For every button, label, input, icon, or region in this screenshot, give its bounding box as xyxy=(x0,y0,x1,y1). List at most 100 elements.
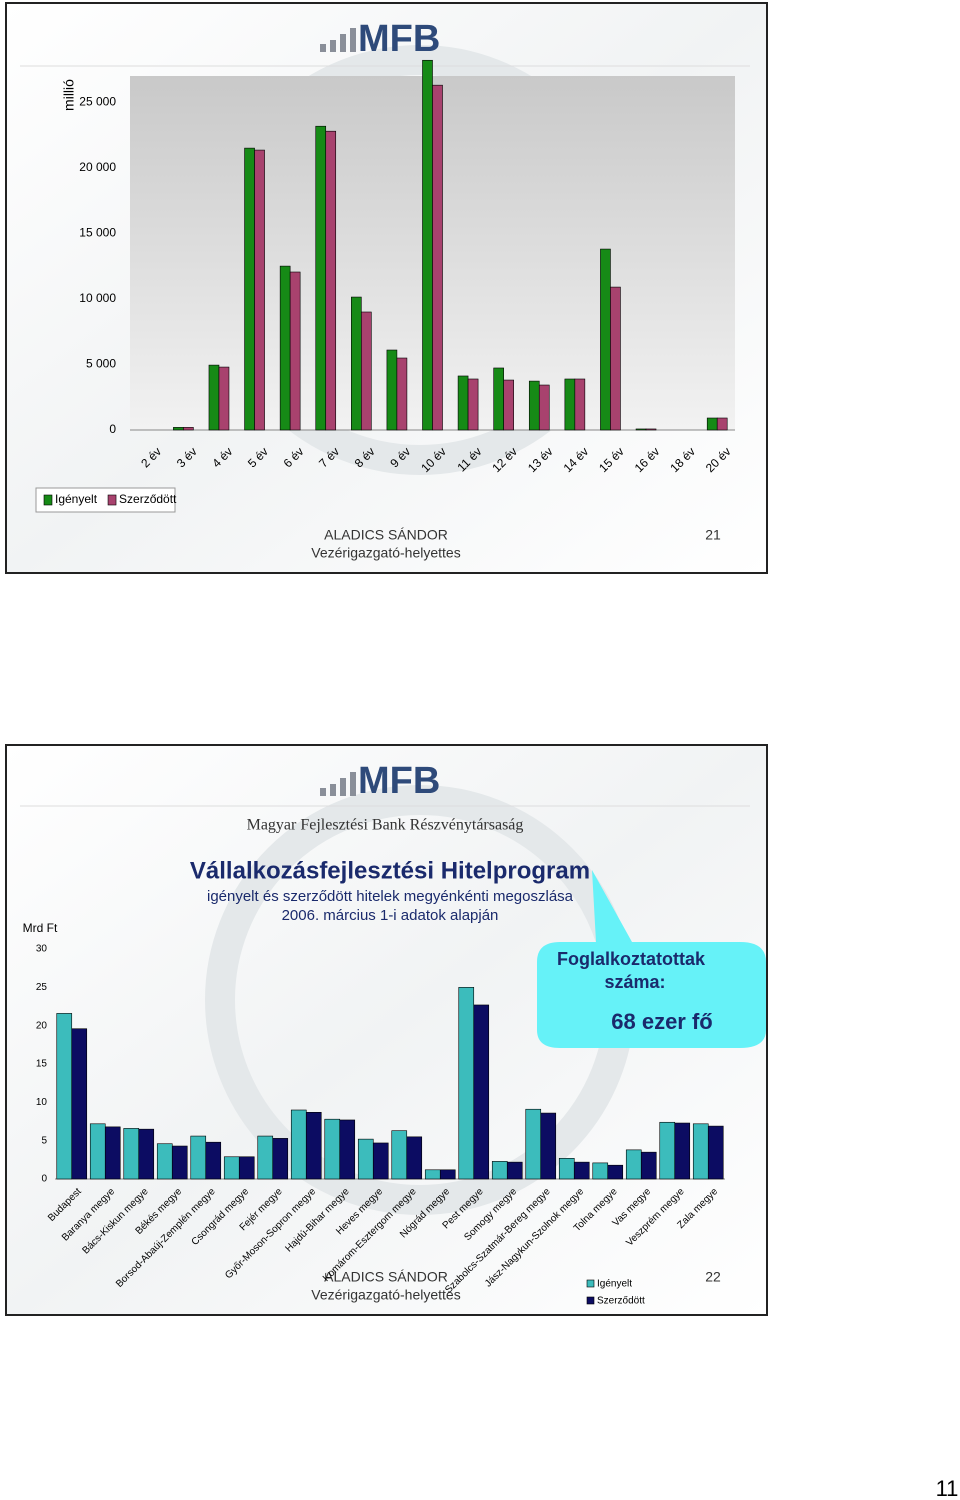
legend-swatch xyxy=(586,1279,595,1288)
y-tick-label: 0 xyxy=(41,1174,47,1185)
bar xyxy=(223,1156,240,1180)
role: Vezérigazgató-helyettes xyxy=(311,545,460,561)
bar xyxy=(573,1161,590,1180)
bar xyxy=(339,1119,356,1180)
bar xyxy=(71,1028,88,1180)
bar xyxy=(564,378,576,431)
y-tick-label: 5 000 xyxy=(86,357,116,371)
bar xyxy=(503,379,514,431)
chart-subtitle: 2006. március 1-i adatok alapján xyxy=(282,907,499,924)
bar xyxy=(635,428,647,431)
bar xyxy=(692,1123,709,1180)
logo-text: MFB xyxy=(358,18,440,60)
bar xyxy=(432,84,443,431)
y-axis-label: Mrd Ft xyxy=(23,921,58,935)
role: Vezérigazgató-helyettes xyxy=(311,1287,460,1303)
presenter: ALADICS SÁNDOR xyxy=(324,527,448,543)
y-tick-label: 20 000 xyxy=(79,160,116,174)
bar xyxy=(386,349,398,431)
bar xyxy=(89,1123,106,1180)
bar xyxy=(491,1161,508,1180)
callout-text: száma: xyxy=(604,972,665,992)
slide-number: 22 xyxy=(705,1269,721,1285)
bar xyxy=(540,1112,557,1180)
bar xyxy=(173,427,184,431)
bar xyxy=(506,1161,523,1180)
bar xyxy=(104,1126,121,1180)
bar xyxy=(205,1141,222,1180)
legend-label: Szerződött xyxy=(597,1296,645,1307)
y-tick-label: 30 xyxy=(36,944,48,955)
y-tick-label: 10 000 xyxy=(79,291,116,305)
bar xyxy=(325,130,337,431)
logo: MFB xyxy=(320,760,440,802)
bar xyxy=(279,265,291,431)
callout-value: 68 ezer fő xyxy=(611,1009,713,1034)
bar xyxy=(457,375,469,431)
bar xyxy=(706,417,718,431)
bar xyxy=(538,384,550,431)
bar xyxy=(528,380,540,431)
bar xyxy=(156,1143,173,1180)
bar xyxy=(138,1128,155,1180)
chart-subtitle: igényelt és szerződött hitelek megyénkén… xyxy=(207,888,574,905)
legend-box xyxy=(35,487,176,513)
bar xyxy=(272,1138,289,1180)
bar xyxy=(473,1004,490,1180)
y-tick-label: 25 000 xyxy=(79,94,116,108)
bar xyxy=(716,417,728,431)
bar xyxy=(257,1135,274,1180)
legend-swatch xyxy=(107,494,117,506)
bar xyxy=(290,1109,307,1180)
bar xyxy=(422,59,433,431)
y-tick-label: 15 xyxy=(36,1059,48,1070)
bar xyxy=(361,311,372,431)
chart-title: Vállalkozásfejlesztési Hitelprogram xyxy=(190,857,590,884)
bar xyxy=(351,296,362,431)
y-tick-label: 5 xyxy=(41,1135,47,1146)
legend-swatch xyxy=(586,1296,595,1305)
bar xyxy=(424,1169,441,1180)
bar xyxy=(171,1145,188,1180)
bar xyxy=(640,1151,657,1180)
bar xyxy=(707,1125,724,1180)
callout: Foglalkoztatottak száma: 68 ezer fő xyxy=(537,870,766,1048)
bar xyxy=(406,1136,423,1180)
bar xyxy=(592,1162,609,1180)
y-tick-label: 15 000 xyxy=(79,226,116,240)
bar xyxy=(574,378,586,431)
bar xyxy=(208,364,220,431)
bar xyxy=(607,1164,624,1180)
bar xyxy=(467,378,479,431)
slide-number: 21 xyxy=(705,527,721,543)
bar xyxy=(254,149,265,431)
bar xyxy=(659,1121,676,1180)
bar xyxy=(674,1122,691,1180)
bar xyxy=(315,125,327,431)
legend-label: Szerződött xyxy=(119,492,177,506)
bar xyxy=(439,1169,456,1180)
bar xyxy=(183,427,194,431)
y-tick-label: 25 xyxy=(36,982,48,993)
bar xyxy=(458,987,475,1180)
bar xyxy=(610,286,621,431)
bar xyxy=(525,1108,542,1180)
bar xyxy=(305,1112,322,1180)
bar xyxy=(289,271,301,431)
y-axis-label: millió xyxy=(61,79,77,111)
page-number: 11 xyxy=(936,1476,959,1500)
bar xyxy=(645,428,657,431)
bank-name: Magyar Fejlesztési Bank Részvénytársaság xyxy=(247,817,524,834)
bar xyxy=(244,147,255,431)
y-tick-label: 10 xyxy=(36,1097,48,1108)
logo: MFB xyxy=(320,18,440,60)
logo-text: MFB xyxy=(358,760,440,802)
y-tick-label: 0 xyxy=(109,422,116,436)
bar xyxy=(396,357,408,431)
bar xyxy=(391,1130,408,1180)
bar xyxy=(625,1149,642,1180)
bar xyxy=(56,1013,73,1180)
bar xyxy=(493,367,504,431)
y-tick-label: 20 xyxy=(36,1020,48,1031)
